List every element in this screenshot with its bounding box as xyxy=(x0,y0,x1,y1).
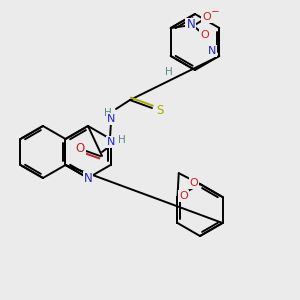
Text: N: N xyxy=(186,19,195,32)
Text: O: O xyxy=(202,12,211,22)
Text: O: O xyxy=(200,30,209,40)
Text: N: N xyxy=(84,172,92,184)
Text: O: O xyxy=(190,178,198,188)
Text: H: H xyxy=(165,67,172,77)
Text: N: N xyxy=(107,137,115,147)
Text: H: H xyxy=(118,135,126,145)
Text: S: S xyxy=(156,103,164,116)
Text: −: − xyxy=(210,7,219,17)
Text: H: H xyxy=(104,108,112,118)
Text: O: O xyxy=(179,191,188,201)
Text: O: O xyxy=(75,142,85,155)
Text: N: N xyxy=(107,114,115,124)
Text: N: N xyxy=(208,46,216,56)
